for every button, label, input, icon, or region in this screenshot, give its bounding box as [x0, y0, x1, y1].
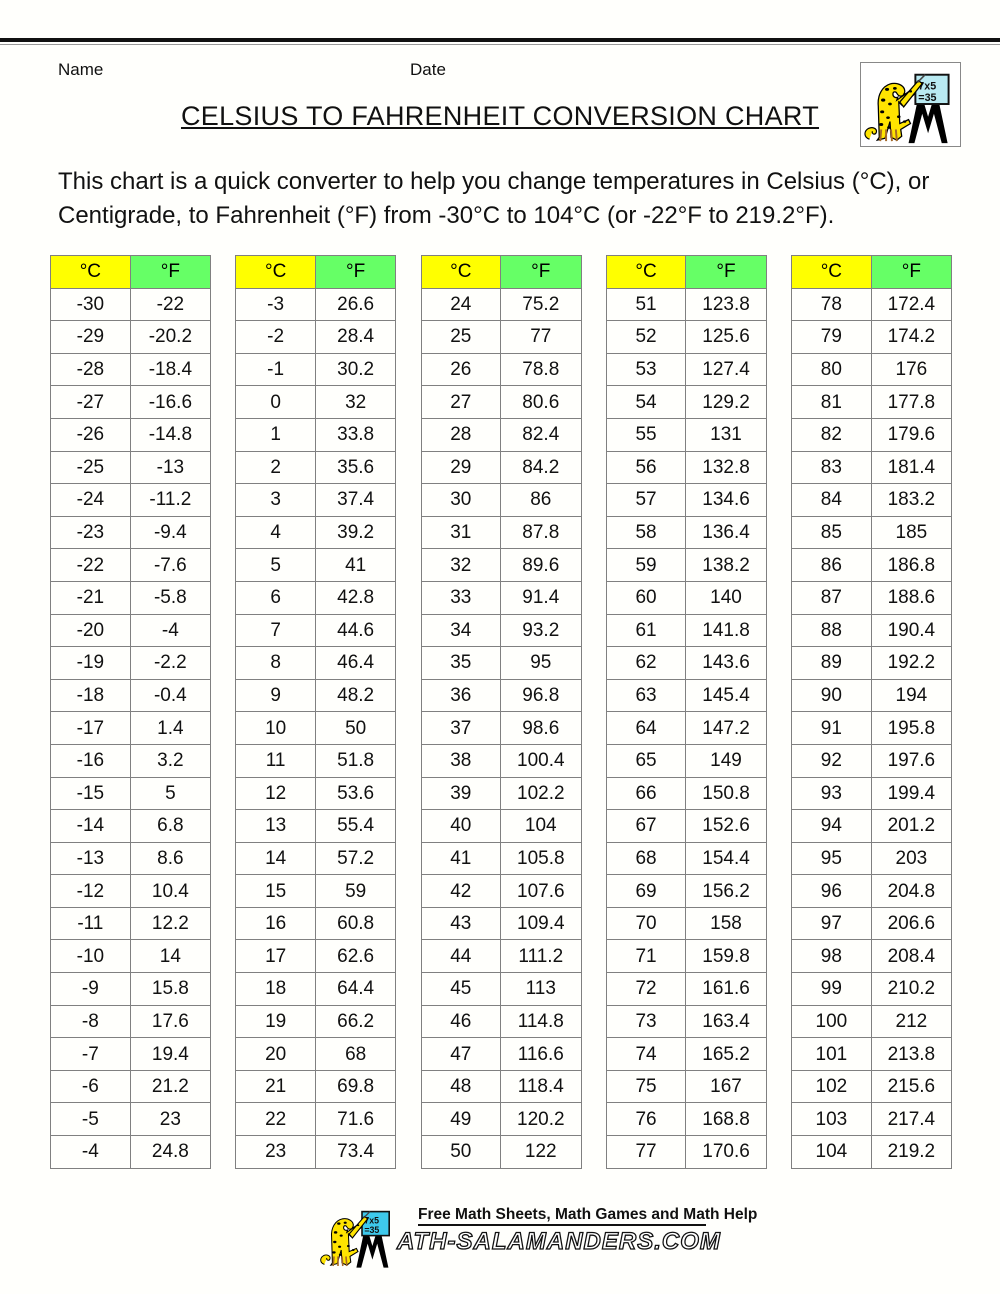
svg-text:=35: =35	[918, 92, 936, 104]
svg-text:=35: =35	[364, 1225, 379, 1235]
